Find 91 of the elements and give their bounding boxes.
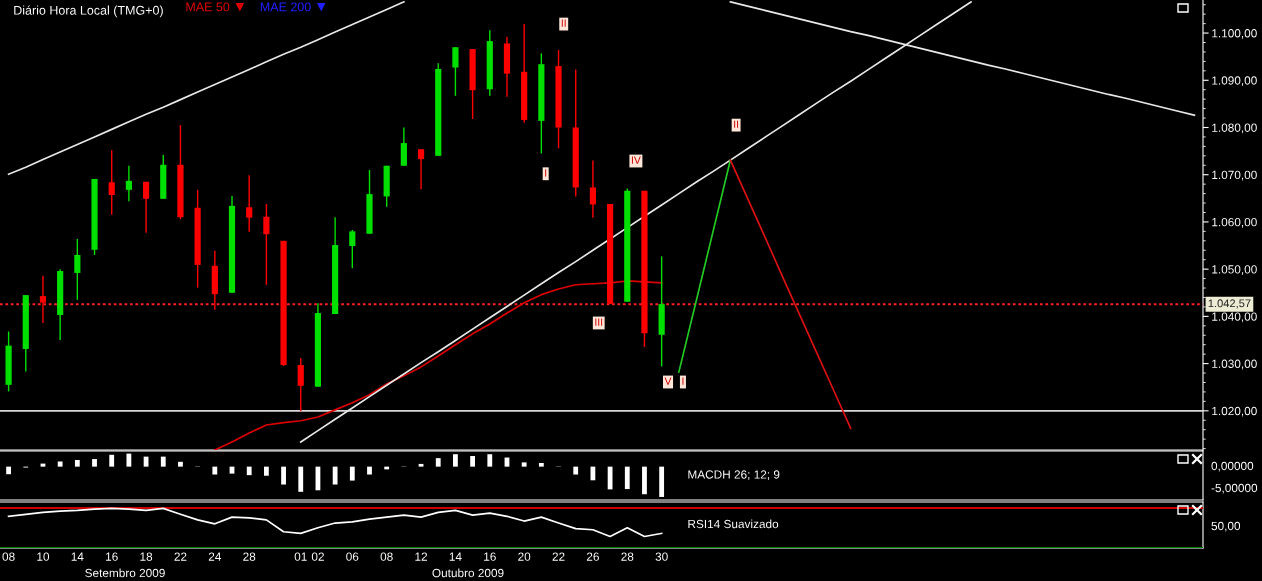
x-tick-label: 18 — [140, 552, 153, 561]
candlestick — [108, 149, 115, 216]
bar — [453, 454, 458, 467]
bar — [212, 466, 218, 475]
bar — [178, 461, 183, 467]
ref-line-label: 1.042,57 — [1208, 299, 1251, 309]
text: Outubro 2009 — [432, 568, 504, 578]
x-tick-label: 14 — [449, 552, 462, 561]
bar — [470, 456, 476, 467]
bar — [521, 462, 527, 467]
text: Setembro 2009 — [85, 568, 165, 578]
bar — [573, 466, 579, 475]
bar — [642, 466, 647, 495]
annotation: II — [734, 120, 739, 128]
y-tick-label: 1.030,00 — [1212, 359, 1257, 370]
bar — [418, 463, 424, 467]
line-series — [7, 1, 405, 176]
candlestick — [417, 148, 425, 191]
candlestick — [39, 275, 47, 324]
bar — [74, 459, 80, 467]
line-series — [678, 159, 732, 373]
candlestick — [142, 181, 150, 234]
x-tick-label: 22 — [552, 552, 565, 561]
bar — [109, 454, 115, 467]
x-tick-label: 12 — [415, 552, 428, 561]
bar — [298, 466, 304, 492]
y-tick-label: 1.100,00 — [1212, 29, 1257, 39]
chart-title: Diário Hora Local (TMG+0) — [14, 5, 163, 18]
x-tick-label: 16 — [106, 552, 118, 561]
annotation: II — [561, 19, 566, 27]
bar — [57, 461, 63, 467]
bar — [367, 466, 372, 475]
x-tick-label: 26 — [586, 552, 599, 561]
x-tick-label: 30 — [655, 552, 668, 561]
y-tick-label: 1.050,00 — [1212, 265, 1257, 275]
bar — [624, 466, 630, 490]
annotation: I — [682, 377, 684, 385]
y-tick-label: 1.060,00 — [1212, 217, 1257, 228]
x-tick-label: 01 — [294, 552, 307, 561]
annotation: V — [664, 377, 672, 385]
text: 0,00000 — [1211, 461, 1254, 472]
x-tick-label: 24 — [208, 552, 222, 561]
line-series — [729, 159, 852, 430]
candlestick — [589, 159, 596, 219]
candlestick — [297, 357, 304, 412]
bar — [246, 466, 252, 476]
bar — [332, 466, 338, 485]
x-tick-label: 16 — [484, 552, 496, 561]
candlestick — [74, 238, 81, 301]
x-tick-label: 20 — [518, 552, 531, 561]
text: MACDH 26; 12; 9 — [688, 470, 780, 481]
bar — [160, 456, 166, 467]
candlestick — [400, 126, 407, 167]
candlestick — [246, 174, 253, 233]
x-tick-label: 10 — [37, 552, 50, 561]
y-tick-label: 1.020,00 — [1212, 406, 1257, 417]
bar — [126, 453, 132, 467]
legend-label: MAE 50 — [186, 2, 230, 12]
y-tick-label: 1.070,00 — [1212, 170, 1257, 181]
bar — [435, 458, 441, 467]
text: -5,00000 — [1211, 483, 1258, 494]
y-tick-label: 1.080,00 — [1212, 123, 1257, 134]
line-series — [213, 280, 663, 450]
bar — [487, 454, 493, 467]
x-tick-label: 08 — [380, 552, 393, 561]
y-tick-label: 1.090,00 — [1212, 76, 1257, 87]
annotation: III — [595, 318, 603, 326]
bar — [92, 459, 97, 467]
bar — [263, 466, 269, 476]
candlestick — [349, 229, 356, 269]
candlestick — [125, 165, 132, 202]
x-tick-label: 14 — [71, 552, 84, 561]
bar — [349, 466, 355, 481]
x-tick-label: 06 — [346, 552, 359, 561]
y-tick-label: 1.040,00 — [1212, 312, 1257, 323]
x-tick-label: 08 — [2, 552, 15, 561]
candlestick — [263, 203, 270, 286]
x-tick-label: 28 — [621, 552, 634, 561]
bar — [538, 463, 544, 467]
bar — [281, 466, 286, 485]
candlestick — [452, 46, 459, 97]
x-tick-label: 22 — [174, 552, 187, 561]
annotation: I — [545, 169, 547, 177]
x-tick-label: 28 — [243, 552, 256, 561]
text: 50,00 — [1211, 521, 1241, 532]
bar — [6, 466, 11, 475]
x-tick-label: 02 — [311, 552, 324, 561]
text: RSI14 Suavizado — [688, 519, 779, 529]
legend-label: MAE 200 — [260, 2, 311, 12]
annotation: IV — [631, 156, 641, 164]
bar — [659, 466, 665, 497]
